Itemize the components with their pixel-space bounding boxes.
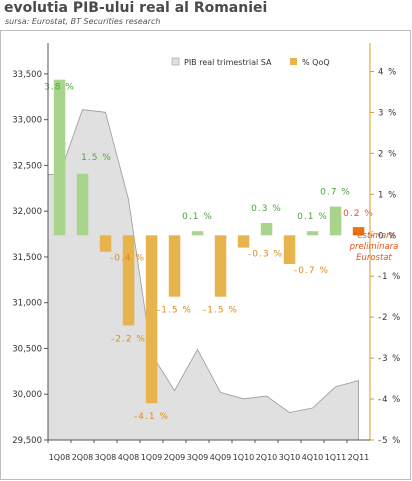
- x-tick-label: 1Q10: [233, 453, 255, 462]
- legend-label-gdp: PIB real trimestrial SA: [184, 58, 272, 67]
- estimate-annotation: *estimare: [353, 231, 395, 241]
- data-label: 0.1 %: [297, 212, 328, 222]
- data-label: 0.2 %: [343, 209, 374, 219]
- right-tick-label: 0 %: [378, 231, 397, 241]
- data-label: -4.1 %: [134, 412, 169, 422]
- qoq-bar: [237, 235, 250, 248]
- qoq-bar: [214, 235, 227, 297]
- data-label: 0.1 %: [182, 212, 213, 222]
- qoq-bar: [99, 235, 112, 252]
- qoq-bar: [53, 79, 66, 236]
- data-label: 0.7 %: [320, 188, 351, 198]
- data-label: -2.2 %: [111, 334, 146, 344]
- qoq-bar: [283, 235, 296, 264]
- x-tick-label: 1Q11: [325, 453, 347, 462]
- legend-swatch-qoq: [290, 58, 297, 65]
- left-tick-label: 31,500: [12, 253, 42, 263]
- qoq-bar: [329, 206, 342, 236]
- data-label: -1.5 %: [157, 306, 192, 316]
- left-tick-label: 30,500: [12, 344, 42, 354]
- data-label: 0.3 %: [251, 204, 282, 214]
- qoq-bar: [145, 235, 158, 404]
- right-tick-label: -2 %: [378, 313, 401, 323]
- right-tick-label: 3 %: [378, 108, 397, 118]
- qoq-bar: [260, 223, 273, 236]
- left-tick-label: 29,500: [12, 436, 42, 446]
- left-tick-label: 31,000: [12, 299, 42, 309]
- x-tick-label: 4Q08: [118, 453, 140, 462]
- x-tick-label: 4Q10: [302, 453, 324, 462]
- right-tick-label: 4 %: [378, 67, 397, 77]
- data-label: -0.3 %: [248, 250, 283, 260]
- left-tick-label: 32,000: [12, 207, 42, 217]
- left-tick-label: 30,000: [12, 390, 42, 400]
- x-tick-label: 1Q09: [141, 453, 163, 462]
- x-tick-label: 2Q09: [164, 453, 186, 462]
- right-tick-label: 2 %: [378, 149, 397, 159]
- estimate-annotation: Eurostat: [356, 253, 392, 263]
- legend-label-qoq: % QoQ: [302, 58, 330, 67]
- right-tick-label: -3 %: [378, 354, 401, 364]
- right-tick-label: -4 %: [378, 395, 401, 405]
- estimate-annotation: preliminara: [349, 242, 399, 252]
- qoq-bar: [191, 231, 204, 236]
- x-tick-label: 3Q10: [279, 453, 301, 462]
- gdp-area-series: [47, 109, 359, 441]
- left-tick-label: 33,000: [12, 116, 42, 126]
- x-tick-label: 4Q09: [210, 453, 232, 462]
- legend-swatch-gdp: [171, 57, 180, 66]
- right-tick-label: 1 %: [378, 190, 397, 200]
- chart-title: evolutia PIB-ului real al Romaniei: [4, 0, 268, 16]
- left-tick-label: 32,500: [12, 161, 42, 171]
- chart-frame: [0, 30, 411, 480]
- data-label: -1.5 %: [203, 306, 238, 316]
- x-tick-label: 2Q10: [256, 453, 278, 462]
- data-label: 1.5 %: [81, 153, 112, 163]
- data-label: -0.4 %: [110, 254, 145, 264]
- qoq-bar: [76, 173, 89, 236]
- x-tick-label: 2Q08: [72, 453, 94, 462]
- data-label: -0.7 %: [294, 266, 329, 276]
- chart-subtitle: sursa: Eurostat, BT Securities research: [5, 17, 161, 26]
- x-tick-label: 2Q11: [348, 453, 370, 462]
- x-tick-label: 3Q09: [187, 453, 209, 462]
- qoq-bar: [168, 235, 181, 297]
- right-tick-label: -1 %: [378, 272, 401, 282]
- qoq-bar: [352, 227, 365, 236]
- x-tick-label: 1Q08: [49, 453, 71, 462]
- right-tick-label: -5 %: [378, 436, 401, 446]
- left-tick-label: 33,500: [12, 70, 42, 80]
- x-tick-label: 3Q08: [95, 453, 117, 462]
- data-label: 3.8 %: [44, 83, 75, 93]
- qoq-bar: [306, 231, 319, 236]
- qoq-bar: [122, 235, 135, 326]
